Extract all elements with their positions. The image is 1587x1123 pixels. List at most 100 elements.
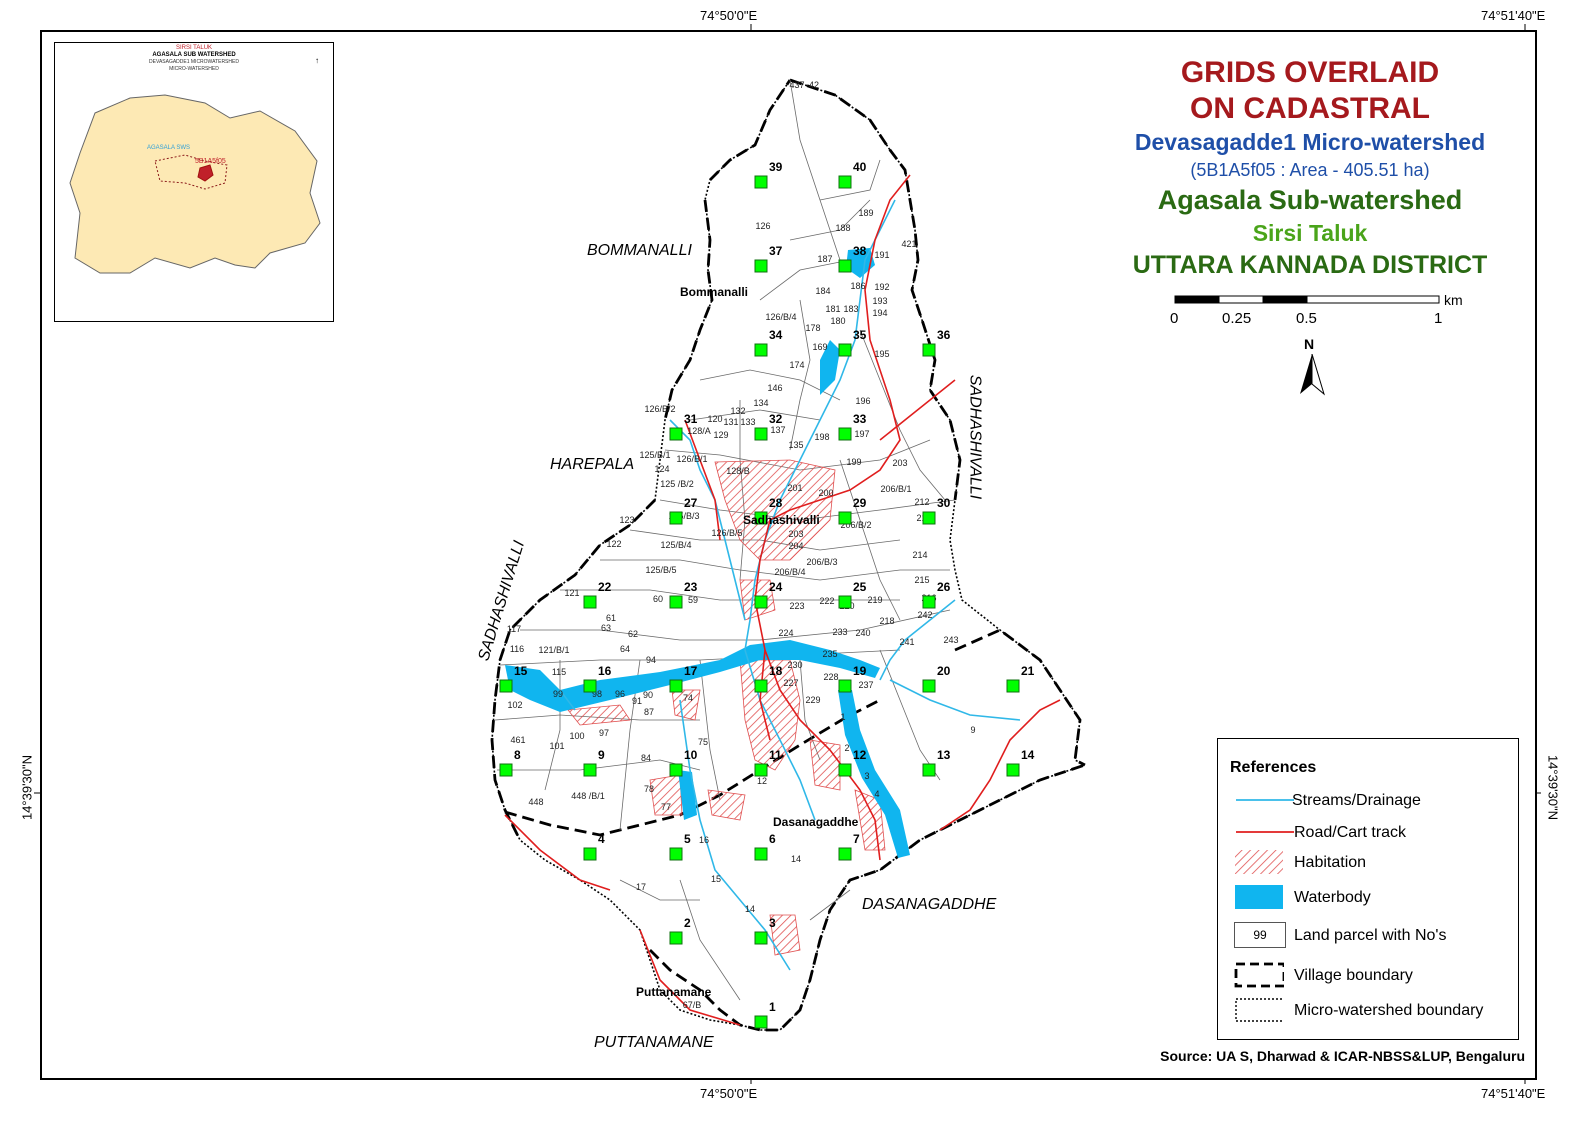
- grid-point-marker[interactable]: [922, 595, 936, 609]
- parcel-number: 198: [814, 432, 829, 442]
- grid-point-label: 4: [598, 832, 605, 846]
- grid-point-marker[interactable]: [754, 259, 768, 273]
- village-boundaries: [490, 78, 1086, 1032]
- grid-point-marker[interactable]: [669, 847, 683, 861]
- grid-point-marker[interactable]: [838, 259, 852, 273]
- grid-point-marker[interactable]: [754, 679, 768, 693]
- grid-point-marker[interactable]: [838, 175, 852, 189]
- grid-point-marker[interactable]: [922, 511, 936, 525]
- grid-point-marker[interactable]: [499, 679, 513, 693]
- grid-point-marker[interactable]: [838, 679, 852, 693]
- grid-point-marker[interactable]: [754, 763, 768, 777]
- grid-point-marker[interactable]: [754, 931, 768, 945]
- grid-point-marker[interactable]: [838, 763, 852, 777]
- grid-point-marker[interactable]: [669, 763, 683, 777]
- parcel-number: 200: [818, 488, 833, 498]
- north-arrow: N: [1294, 336, 1330, 400]
- parcel-number: 184: [815, 286, 830, 296]
- parcel-number: 84: [641, 753, 651, 763]
- parcel-number: 126/B/4: [765, 312, 796, 322]
- scale-unit: km: [1444, 292, 1463, 308]
- village-label-bommanalli: BOMMANALLI: [587, 242, 692, 259]
- grid-point-label: 25: [853, 580, 867, 594]
- grid-point-marker[interactable]: [1006, 679, 1020, 693]
- grid-point-marker[interactable]: [583, 847, 597, 861]
- parcel-number: 125/B/4: [660, 540, 691, 550]
- parcel-number: 124: [654, 464, 669, 474]
- grid-point-label: 13: [937, 748, 951, 762]
- grid-point-marker[interactable]: [922, 343, 936, 357]
- grid-point-marker[interactable]: [583, 679, 597, 693]
- coord-top-left: 74°50'0"E: [700, 8, 758, 23]
- parcel-number: 59: [688, 595, 698, 605]
- parcel-number: 218: [879, 616, 894, 626]
- grid-point-label: 38: [853, 244, 867, 258]
- grid-point-marker[interactable]: [754, 1015, 768, 1029]
- parcel-number: 461: [510, 735, 525, 745]
- grid-point-marker[interactable]: [669, 595, 683, 609]
- grid-point-label: 2: [684, 916, 691, 930]
- grid-point-marker[interactable]: [754, 343, 768, 357]
- grid-point-marker[interactable]: [838, 511, 852, 525]
- parcel-number: 203: [788, 529, 803, 539]
- scale-bar-svg: [1174, 295, 1440, 304]
- grid-point-marker[interactable]: [838, 343, 852, 357]
- parcel-number: 87: [644, 707, 654, 717]
- parcel-sample-box: 99: [1234, 922, 1286, 948]
- grid-point-marker[interactable]: [922, 679, 936, 693]
- parcel-number: 91: [632, 696, 642, 706]
- inset-mws-shape: [197, 164, 214, 182]
- parcel-number: 233: [832, 627, 847, 637]
- habitation-hatch-icon: [1235, 850, 1283, 874]
- inset-sws-label: AGASALA SWS: [147, 145, 190, 151]
- grid-point-marker[interactable]: [669, 427, 683, 441]
- stream-line-icon: [1236, 799, 1294, 801]
- parcel-number: 206/B/1: [880, 484, 911, 494]
- parcel-number: 75: [698, 737, 708, 747]
- parcel-number: 235: [822, 649, 837, 659]
- grid-point-marker[interactable]: [669, 931, 683, 945]
- parcel-number: 14: [791, 854, 801, 864]
- grid-point-marker[interactable]: [754, 847, 768, 861]
- grid-point-label: 17: [684, 664, 698, 678]
- legend-item-parcel: 99 Land parcel with No's: [1218, 922, 1518, 952]
- grid-point-marker[interactable]: [754, 427, 768, 441]
- parcel-number: 448: [528, 797, 543, 807]
- parcel-number: 62: [628, 629, 638, 639]
- grid-point-label: 5: [684, 832, 691, 846]
- grid-point-marker[interactable]: [838, 595, 852, 609]
- grid-point-label: 26: [937, 580, 951, 594]
- grid-point-marker[interactable]: [838, 427, 852, 441]
- grid-point-marker[interactable]: [669, 511, 683, 525]
- parcel-number: 135: [788, 440, 803, 450]
- grid-point-marker[interactable]: [583, 763, 597, 777]
- grid-point-marker[interactable]: [754, 511, 768, 525]
- parcel-number: 67/B: [683, 1000, 702, 1010]
- grid-point-marker[interactable]: [754, 175, 768, 189]
- grid-point-marker[interactable]: [922, 763, 936, 777]
- inset-title-1: SIRSI TALUK: [176, 45, 212, 51]
- parcel-number: 100: [569, 731, 584, 741]
- parcel-number: 97: [599, 728, 609, 738]
- parcel-number: 96: [615, 689, 625, 699]
- grid-point-marker[interactable]: [754, 595, 768, 609]
- title-line-3: Devasagadde1 Micro-watershed: [1134, 129, 1486, 155]
- parcel-sample-number: 99: [1253, 928, 1267, 942]
- grid-point-marker[interactable]: [499, 763, 513, 777]
- parcel-number: 229: [805, 695, 820, 705]
- parcel-number: 219: [867, 595, 882, 605]
- parcel-number: 437: [789, 80, 804, 90]
- grid-point-label: 19: [853, 664, 867, 678]
- scale-tick-0: 0: [1170, 310, 1179, 327]
- grid-point-marker[interactable]: [669, 679, 683, 693]
- village-boundary-icon: [1234, 962, 1284, 988]
- parcel-number: 14: [745, 904, 755, 914]
- parcel-number: 77: [661, 802, 671, 812]
- grid-point-marker[interactable]: [1006, 763, 1020, 777]
- grid-point-marker[interactable]: [838, 847, 852, 861]
- grid-point-marker[interactable]: [583, 595, 597, 609]
- title-line-4: (5B1A5f05 : Area - 405.51 ha): [1190, 160, 1430, 180]
